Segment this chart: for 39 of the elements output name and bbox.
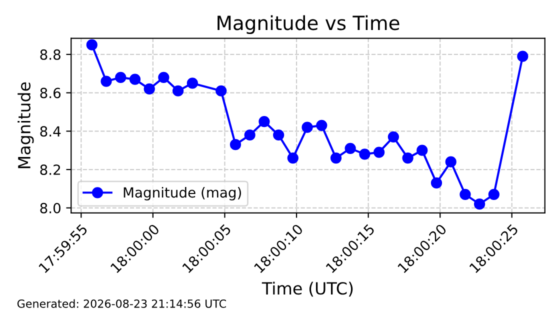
point [474,198,486,210]
point [416,144,428,156]
y-tick-label: 8.4 [40,126,61,137]
point [115,72,126,83]
point [216,85,227,96]
y-tick-label: 8.0 [40,202,60,214]
point [144,83,155,95]
point [244,129,256,141]
point [186,78,198,89]
point [172,85,184,96]
point [388,131,399,142]
point [374,146,385,158]
point [230,139,242,150]
point [402,152,414,164]
point [344,142,356,154]
point [86,39,98,50]
point [258,116,270,128]
point [273,129,284,141]
text: Generated: 2026-08-23 21:14:56 UTC [17,299,226,308]
legend-label: Magnitude (mag) [124,186,242,200]
point [287,152,298,164]
y-tick-label: 8.2 [40,164,60,176]
point [302,122,313,133]
point [460,188,471,200]
point [517,50,528,62]
point [359,148,370,160]
point [488,188,500,200]
point [316,120,328,131]
y-tick-label: 8.6 [40,88,61,98]
chart-title: Magnitude vs Time [218,15,400,34]
point [445,156,456,168]
point [330,152,342,164]
point [129,74,141,85]
point [158,72,170,83]
point [430,177,442,189]
point [100,76,112,87]
y-tick-label: 8.8 [40,49,60,60]
y-axis-title: Magnitude [18,82,34,168]
x-axis-title: Time (UTC) [262,282,353,297]
